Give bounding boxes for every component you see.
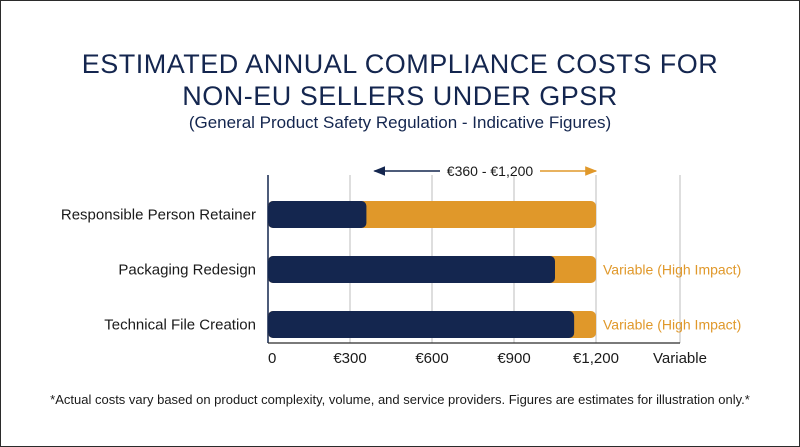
chart-title-line-2: NON-EU SELLERS UNDER GPSR — [182, 81, 618, 111]
chart-title-line-1: ESTIMATED ANNUAL COMPLIANCE COSTS FOR — [81, 49, 719, 79]
x-tick-label: €600 — [415, 350, 448, 367]
bar-note-label: Variable (High Impact) — [603, 262, 741, 278]
chart-footnote: *Actual costs vary based on product comp… — [50, 392, 750, 407]
bar-segment-base — [268, 201, 367, 228]
x-tick-label: €1,200 — [573, 350, 619, 367]
bar-segment-base — [268, 311, 575, 338]
bar-segment-base — [268, 256, 555, 283]
chart-subtitle: (General Product Safety Regulation - Ind… — [188, 113, 612, 132]
category-label: Packaging Redesign — [118, 262, 256, 279]
range-annotation-label: €360 - €1,200 — [447, 163, 534, 179]
x-tick-label: Variable — [653, 350, 707, 367]
x-tick-label: 0 — [268, 350, 276, 367]
x-tick-label: €300 — [333, 350, 366, 367]
x-tick-label: €900 — [497, 350, 530, 367]
category-label: Responsible Person Retainer — [61, 207, 256, 224]
bar-note-label: Variable (High Impact) — [603, 317, 741, 333]
category-label: Technical File Creation — [104, 317, 256, 334]
